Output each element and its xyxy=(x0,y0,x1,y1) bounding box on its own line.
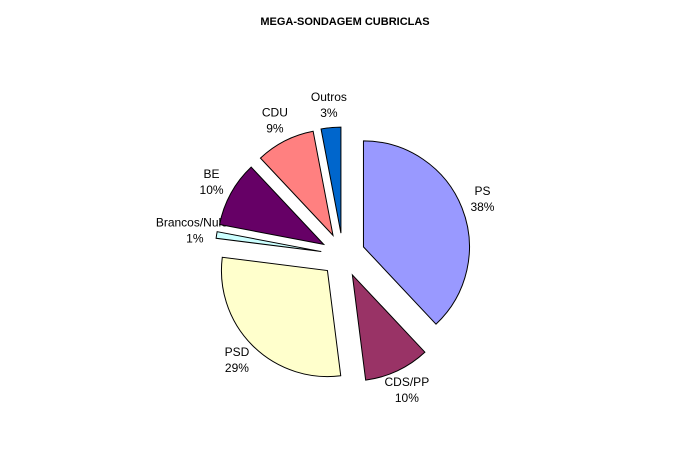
pie-slice xyxy=(351,273,426,381)
value-label: 29% xyxy=(225,361,249,375)
value-label: 9% xyxy=(266,122,284,136)
slice-label: Outros xyxy=(311,90,347,104)
value-label: 10% xyxy=(395,391,419,405)
chart-title: MEGA-SONDAGEM CUBRICLAS xyxy=(260,16,429,28)
pie-slice xyxy=(362,140,470,325)
value-label: 38% xyxy=(470,200,494,214)
slice-label: PSD xyxy=(225,345,250,359)
pie-slice xyxy=(259,130,334,237)
pie-slice xyxy=(320,126,342,234)
value-label: 10% xyxy=(200,183,224,197)
pie-slice xyxy=(221,256,342,377)
slice-label: BE xyxy=(204,167,220,181)
slice-label: Brancos/Nulos xyxy=(156,216,234,230)
slice-label: CDU xyxy=(262,106,288,120)
pie-slice xyxy=(215,231,322,253)
slice-label: PS xyxy=(474,184,490,198)
value-label: 3% xyxy=(320,106,338,120)
value-label: 1% xyxy=(186,232,204,246)
slice-label: CDS/PP xyxy=(385,375,430,389)
pie-slice xyxy=(219,166,326,246)
